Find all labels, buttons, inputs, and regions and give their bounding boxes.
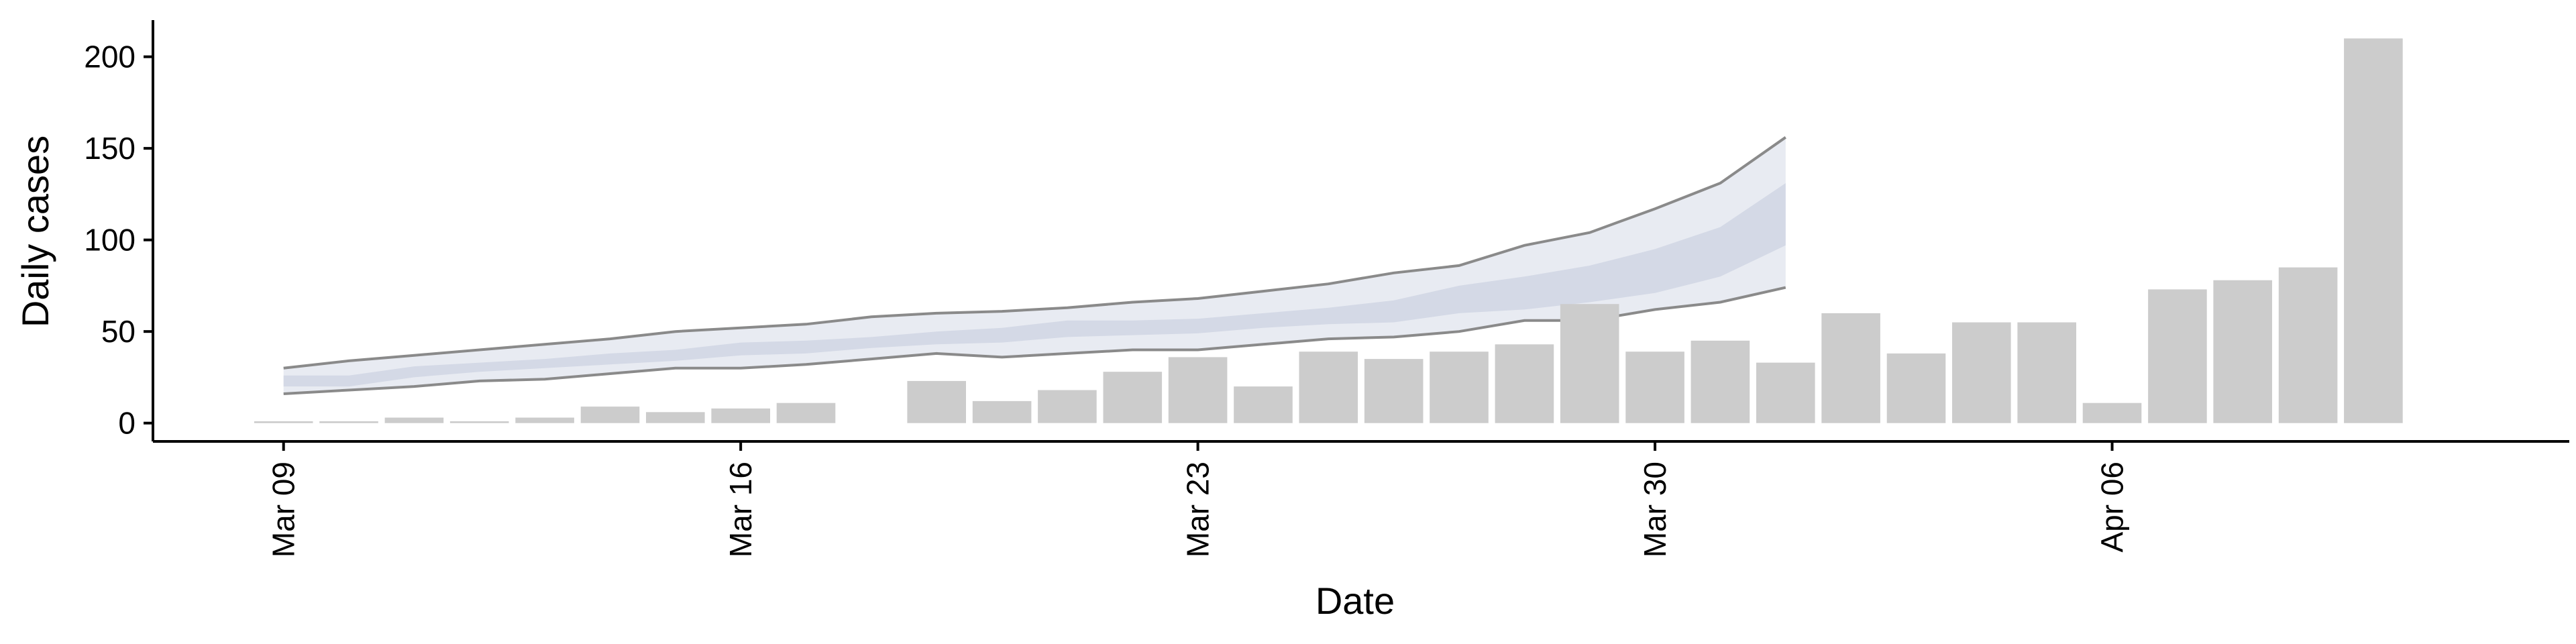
bar-2020-03-16 [711,408,770,423]
ribbon-layer [283,136,1786,395]
bar-2020-03-10 [319,421,378,423]
bar-2020-04-10 [2344,38,2403,423]
bar-2020-04-03 [1886,353,1946,423]
estimate-upper-line [283,136,1786,370]
bar-2020-04-07 [2148,289,2207,423]
bars-layer [254,38,2403,423]
bar-2020-03-11 [384,417,444,423]
bar-2020-03-09 [254,421,313,423]
bar-2020-03-24 [1234,386,1293,423]
bar-2020-04-04 [1952,322,2011,423]
y-tick-label: 0 [118,406,136,441]
bar-2020-03-23 [1168,357,1228,423]
bar-2020-03-30 [1625,352,1684,423]
bar-2020-03-26 [1364,359,1424,423]
x-tick-label: Mar 16 [723,462,758,557]
x-tick-label: Mar 23 [1181,462,1216,557]
bar-2020-04-06 [2082,402,2142,423]
bar-2020-03-19 [907,380,966,423]
bar-2020-03-17 [776,402,836,423]
estimate-lower-line [283,286,1786,395]
bar-2020-03-29 [1560,304,1619,423]
estimate-band-50 [283,183,1786,387]
x-tick-label: Apr 06 [2095,462,2130,553]
y-tick-label: 100 [84,223,136,258]
bar-2020-04-05 [2017,322,2076,423]
y-axis-title: Daily cases [14,136,56,327]
bar-2020-04-02 [1821,313,1880,423]
x-tick-label: Mar 09 [266,462,301,557]
bar-2020-04-08 [2213,280,2272,423]
bar-2020-03-27 [1430,352,1489,423]
x-axis-title: Date [1316,580,1395,622]
bar-2020-03-28 [1495,344,1554,423]
bar-2020-03-13 [515,417,574,423]
y-tick-label: 200 [84,40,136,74]
axes-layer: 0 50 100 150 200 Mar 09 Mar 16 Mar 23 Mar 30 Apr … [84,20,2569,557]
bar-2020-03-14 [580,407,640,423]
y-tick-label: 150 [84,131,136,166]
bar-2020-03-25 [1299,352,1358,423]
bar-2020-04-09 [2278,267,2338,423]
bar-2020-03-22 [1103,372,1163,423]
bar-2020-03-20 [972,400,1032,423]
y-tick-label: 50 [101,314,136,349]
x-tick-label: Mar 30 [1638,462,1672,557]
bar-2020-03-15 [646,412,705,423]
bar-2020-03-31 [1690,340,1750,423]
bar-2020-04-01 [1756,362,1815,423]
bar-2020-03-21 [1038,390,1097,423]
bar-2020-03-12 [449,421,509,423]
estimate-band-90 [283,137,1786,394]
